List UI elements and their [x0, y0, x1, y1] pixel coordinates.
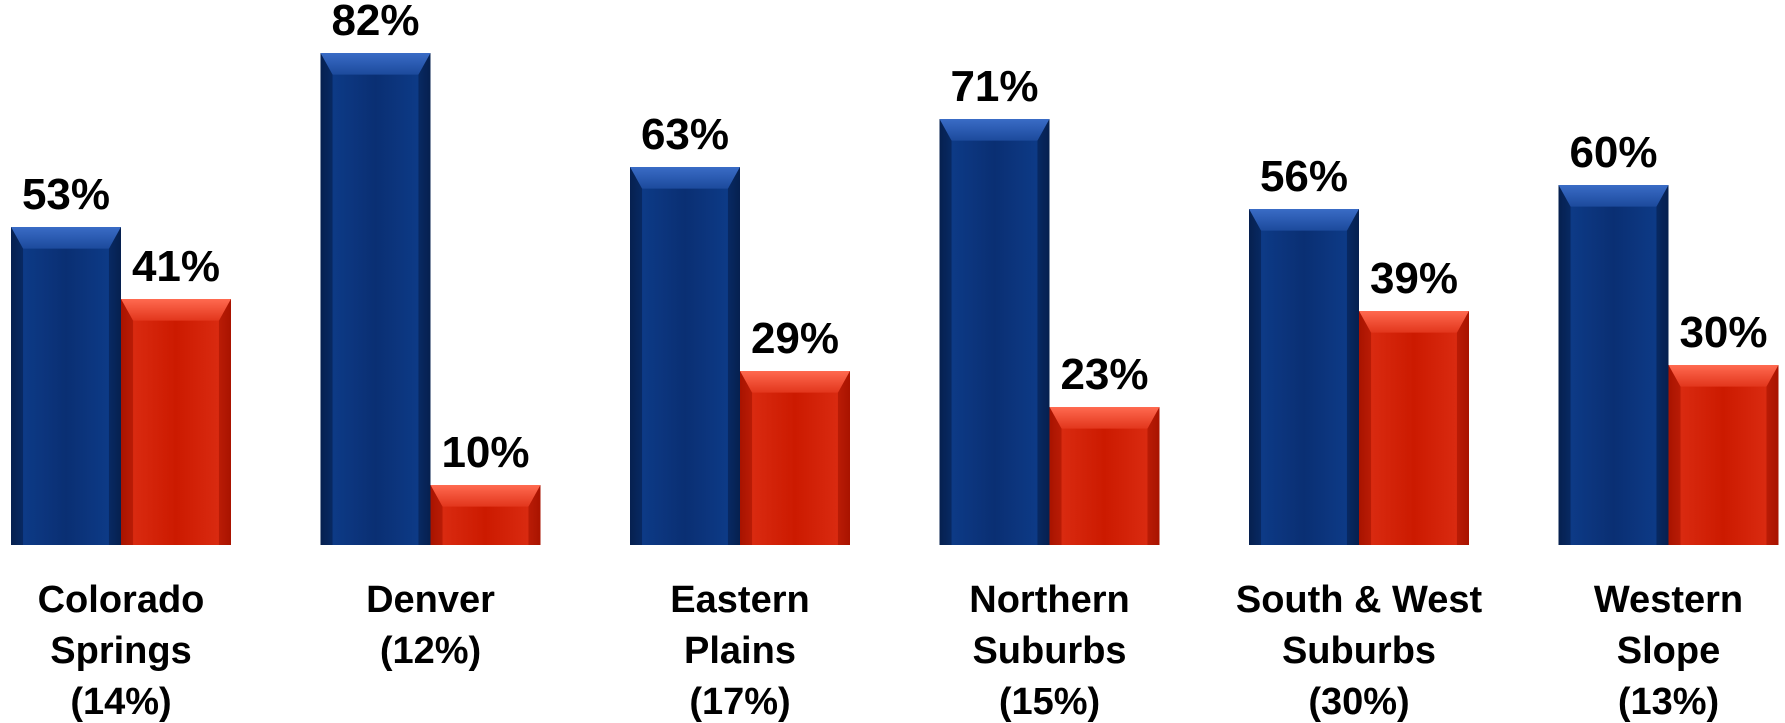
- bar-right-edge: [109, 227, 121, 545]
- category-label-line: Suburbs: [972, 630, 1126, 672]
- bar-top-bevel: [11, 227, 121, 249]
- bar-left-edge: [320, 53, 333, 545]
- bar-blue-2: [630, 167, 740, 545]
- category-label-2: Eastern Plains (17%): [670, 579, 809, 723]
- bar-left-edge: [1359, 311, 1371, 545]
- bar-left-edge: [11, 227, 23, 545]
- bar-right-edge: [1037, 119, 1050, 545]
- bar-body: [740, 371, 850, 545]
- bar-right-edge: [1347, 209, 1359, 545]
- category-label-1: Denver (12%): [366, 579, 495, 672]
- category-label-line: Suburbs: [1282, 630, 1436, 672]
- bar-blue-0: [11, 227, 121, 545]
- data-label-red-3: 23%: [1060, 350, 1148, 399]
- data-label-red-5: 30%: [1679, 308, 1767, 357]
- bar-right-edge: [219, 299, 231, 545]
- category-label-line: (14%): [70, 681, 171, 723]
- category-label-line: Springs: [50, 630, 191, 672]
- bar-red-4: [1359, 311, 1469, 545]
- category-label-line: Denver: [366, 579, 495, 621]
- bar-top-bevel: [121, 299, 231, 321]
- bar-red-5: [1668, 365, 1779, 545]
- bar-right-edge: [728, 167, 740, 545]
- category-label-line: Eastern: [670, 579, 809, 621]
- category-label-line: Colorado: [38, 579, 205, 621]
- data-label-blue-5: 60%: [1569, 128, 1657, 177]
- category-label-line: (12%): [380, 630, 481, 672]
- labels-layer: 53% 41% Colorado Springs (14%) 82% 10% Denver (1…: [22, 0, 1768, 723]
- bar-top-bevel: [430, 485, 541, 507]
- bar-body: [1668, 365, 1779, 545]
- category-label-4: South & West Suburbs (30%): [1236, 579, 1483, 723]
- bar-right-edge: [1656, 185, 1669, 545]
- data-label-blue-2: 63%: [641, 110, 729, 159]
- category-label-line: Plains: [684, 630, 796, 672]
- bar-body: [1359, 311, 1469, 545]
- bar-right-edge: [1147, 407, 1160, 545]
- bar-top-bevel: [740, 371, 850, 393]
- bar-body: [1558, 185, 1669, 545]
- bar-left-edge: [1249, 209, 1261, 545]
- bars-layer: [11, 53, 1779, 545]
- bar-left-edge: [939, 119, 952, 545]
- data-label-red-2: 29%: [751, 314, 839, 363]
- category-label-0: Colorado Springs (14%): [38, 579, 205, 723]
- bar-red-0: [121, 299, 231, 545]
- category-label-line: South & West: [1236, 579, 1483, 621]
- bar-left-edge: [1558, 185, 1571, 545]
- bar-top-bevel: [1249, 209, 1359, 231]
- data-label-red-4: 39%: [1370, 254, 1458, 303]
- bar-right-edge: [1766, 365, 1779, 545]
- category-label-line: Slope: [1617, 630, 1720, 672]
- bar-top-bevel: [1359, 311, 1469, 333]
- category-label-3: Northern Suburbs (15%): [969, 579, 1129, 723]
- category-label-5: Western Slope (13%): [1594, 579, 1743, 723]
- bar-right-edge: [1457, 311, 1469, 545]
- bar-body: [630, 167, 740, 545]
- bar-body: [121, 299, 231, 545]
- bar-red-1: [430, 485, 541, 545]
- bar-top-bevel: [630, 167, 740, 189]
- bar-red-3: [1049, 407, 1160, 545]
- data-label-blue-0: 53%: [22, 170, 110, 219]
- bar-red-2: [740, 371, 850, 545]
- data-label-red-0: 41%: [132, 242, 220, 291]
- bar-left-edge: [630, 167, 642, 545]
- category-label-line: (30%): [1308, 681, 1409, 723]
- bar-blue-3: [939, 119, 1050, 545]
- category-label-line: Northern: [969, 579, 1129, 621]
- bar-left-edge: [740, 371, 752, 545]
- data-label-blue-4: 56%: [1260, 152, 1348, 201]
- bar-body: [939, 119, 1050, 545]
- bar-right-edge: [418, 53, 431, 545]
- bar-body: [320, 53, 431, 545]
- bar-top-bevel: [1558, 185, 1669, 207]
- bar-top-bevel: [1049, 407, 1160, 429]
- bar-blue-4: [1249, 209, 1359, 545]
- bar-body: [1249, 209, 1359, 545]
- category-label-line: (17%): [689, 681, 790, 723]
- category-label-line: (13%): [1618, 681, 1719, 723]
- bar-left-edge: [430, 485, 443, 545]
- bar-right-edge: [528, 485, 541, 545]
- category-label-line: Western: [1594, 579, 1743, 621]
- bar-body: [11, 227, 121, 545]
- bar-blue-5: [1558, 185, 1669, 545]
- bar-left-edge: [121, 299, 133, 545]
- data-label-blue-1: 82%: [331, 0, 419, 45]
- bar-right-edge: [838, 371, 850, 545]
- bar-left-edge: [1668, 365, 1681, 545]
- bar-left-edge: [1049, 407, 1062, 545]
- data-label-blue-3: 71%: [950, 62, 1038, 111]
- bar-top-bevel: [320, 53, 431, 75]
- bar-top-bevel: [939, 119, 1050, 141]
- bar-top-bevel: [1668, 365, 1779, 387]
- category-label-line: (15%): [999, 681, 1100, 723]
- bar-body: [1049, 407, 1160, 545]
- bar-blue-1: [320, 53, 431, 545]
- data-label-red-1: 10%: [441, 428, 529, 477]
